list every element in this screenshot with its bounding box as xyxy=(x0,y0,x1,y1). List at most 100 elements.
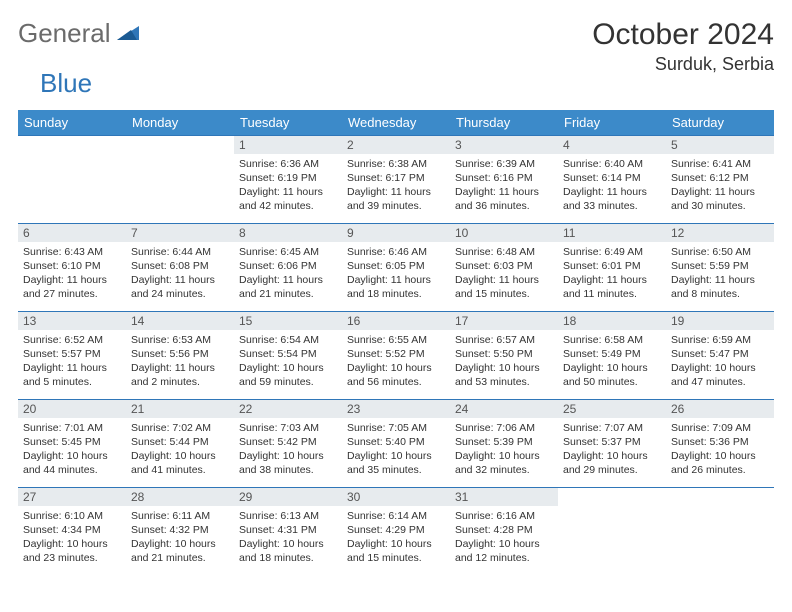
sunset-line: Sunset: 5:39 PM xyxy=(455,435,553,449)
day-details: Sunrise: 6:45 AMSunset: 6:06 PMDaylight:… xyxy=(234,242,342,306)
calendar-cell: 30Sunrise: 6:14 AMSunset: 4:29 PMDayligh… xyxy=(342,487,450,575)
day-number: 21 xyxy=(126,400,234,418)
sunrise-line: Sunrise: 6:40 AM xyxy=(563,157,661,171)
calendar-cell: 22Sunrise: 7:03 AMSunset: 5:42 PMDayligh… xyxy=(234,399,342,487)
day-details: Sunrise: 6:13 AMSunset: 4:31 PMDaylight:… xyxy=(234,506,342,570)
day-details: Sunrise: 7:03 AMSunset: 5:42 PMDaylight:… xyxy=(234,418,342,482)
day-number: 7 xyxy=(126,224,234,242)
calendar-cell: 18Sunrise: 6:58 AMSunset: 5:49 PMDayligh… xyxy=(558,311,666,399)
day-number: 26 xyxy=(666,400,774,418)
sunset-line: Sunset: 5:47 PM xyxy=(671,347,769,361)
calendar-cell: 2Sunrise: 6:38 AMSunset: 6:17 PMDaylight… xyxy=(342,135,450,223)
day-number: 15 xyxy=(234,312,342,330)
daylight-line: Daylight: 10 hours and 21 minutes. xyxy=(131,537,229,565)
calendar-cell: 3Sunrise: 6:39 AMSunset: 6:16 PMDaylight… xyxy=(450,135,558,223)
sunrise-line: Sunrise: 7:07 AM xyxy=(563,421,661,435)
calendar-cell: 24Sunrise: 7:06 AMSunset: 5:39 PMDayligh… xyxy=(450,399,558,487)
day-details: Sunrise: 6:14 AMSunset: 4:29 PMDaylight:… xyxy=(342,506,450,570)
daylight-line: Daylight: 10 hours and 56 minutes. xyxy=(347,361,445,389)
calendar-cell: 13Sunrise: 6:52 AMSunset: 5:57 PMDayligh… xyxy=(18,311,126,399)
day-details: Sunrise: 6:54 AMSunset: 5:54 PMDaylight:… xyxy=(234,330,342,394)
calendar-cell: 5Sunrise: 6:41 AMSunset: 6:12 PMDaylight… xyxy=(666,135,774,223)
sunset-line: Sunset: 6:08 PM xyxy=(131,259,229,273)
sunset-line: Sunset: 4:28 PM xyxy=(455,523,553,537)
calendar-table: Sunday Monday Tuesday Wednesday Thursday… xyxy=(18,110,774,576)
sunrise-line: Sunrise: 6:13 AM xyxy=(239,509,337,523)
day-header: Sunday xyxy=(18,110,126,136)
sunset-line: Sunset: 6:16 PM xyxy=(455,171,553,185)
daylight-line: Daylight: 10 hours and 23 minutes. xyxy=(23,537,121,565)
sunset-line: Sunset: 5:56 PM xyxy=(131,347,229,361)
day-details: Sunrise: 7:09 AMSunset: 5:36 PMDaylight:… xyxy=(666,418,774,482)
day-header: Thursday xyxy=(450,110,558,136)
calendar-cell: 28Sunrise: 6:11 AMSunset: 4:32 PMDayligh… xyxy=(126,487,234,575)
calendar-cell: 21Sunrise: 7:02 AMSunset: 5:44 PMDayligh… xyxy=(126,399,234,487)
day-details: Sunrise: 6:44 AMSunset: 6:08 PMDaylight:… xyxy=(126,242,234,306)
calendar-cell: 6Sunrise: 6:43 AMSunset: 6:10 PMDaylight… xyxy=(18,223,126,311)
daylight-line: Daylight: 10 hours and 35 minutes. xyxy=(347,449,445,477)
calendar-week-row: 6Sunrise: 6:43 AMSunset: 6:10 PMDaylight… xyxy=(18,223,774,311)
sunset-line: Sunset: 6:17 PM xyxy=(347,171,445,185)
sunrise-line: Sunrise: 6:36 AM xyxy=(239,157,337,171)
calendar-cell: 23Sunrise: 7:05 AMSunset: 5:40 PMDayligh… xyxy=(342,399,450,487)
calendar-cell: 31Sunrise: 6:16 AMSunset: 4:28 PMDayligh… xyxy=(450,487,558,575)
day-header: Tuesday xyxy=(234,110,342,136)
day-details: Sunrise: 6:39 AMSunset: 6:16 PMDaylight:… xyxy=(450,154,558,218)
title-block: October 2024 Surduk, Serbia xyxy=(592,18,774,75)
day-details: Sunrise: 7:07 AMSunset: 5:37 PMDaylight:… xyxy=(558,418,666,482)
sunrise-line: Sunrise: 6:46 AM xyxy=(347,245,445,259)
day-details: Sunrise: 7:06 AMSunset: 5:39 PMDaylight:… xyxy=(450,418,558,482)
title-location: Surduk, Serbia xyxy=(592,54,774,75)
day-details: Sunrise: 6:52 AMSunset: 5:57 PMDaylight:… xyxy=(18,330,126,394)
day-number: 20 xyxy=(18,400,126,418)
daylight-line: Daylight: 10 hours and 18 minutes. xyxy=(239,537,337,565)
calendar-cell xyxy=(126,135,234,223)
day-header: Saturday xyxy=(666,110,774,136)
day-details: Sunrise: 6:46 AMSunset: 6:05 PMDaylight:… xyxy=(342,242,450,306)
calendar-cell: 15Sunrise: 6:54 AMSunset: 5:54 PMDayligh… xyxy=(234,311,342,399)
calendar-cell: 25Sunrise: 7:07 AMSunset: 5:37 PMDayligh… xyxy=(558,399,666,487)
sunrise-line: Sunrise: 6:10 AM xyxy=(23,509,121,523)
day-number: 29 xyxy=(234,488,342,506)
day-details: Sunrise: 6:40 AMSunset: 6:14 PMDaylight:… xyxy=(558,154,666,218)
calendar-cell xyxy=(666,487,774,575)
calendar-week-row: 27Sunrise: 6:10 AMSunset: 4:34 PMDayligh… xyxy=(18,487,774,575)
sunrise-line: Sunrise: 6:57 AM xyxy=(455,333,553,347)
sunset-line: Sunset: 5:54 PM xyxy=(239,347,337,361)
daylight-line: Daylight: 11 hours and 39 minutes. xyxy=(347,185,445,213)
sunrise-line: Sunrise: 7:01 AM xyxy=(23,421,121,435)
day-details: Sunrise: 6:41 AMSunset: 6:12 PMDaylight:… xyxy=(666,154,774,218)
day-number: 11 xyxy=(558,224,666,242)
sunrise-line: Sunrise: 6:45 AM xyxy=(239,245,337,259)
sunset-line: Sunset: 4:29 PM xyxy=(347,523,445,537)
daylight-line: Daylight: 11 hours and 11 minutes. xyxy=(563,273,661,301)
day-details: Sunrise: 6:10 AMSunset: 4:34 PMDaylight:… xyxy=(18,506,126,570)
calendar-cell: 14Sunrise: 6:53 AMSunset: 5:56 PMDayligh… xyxy=(126,311,234,399)
sunrise-line: Sunrise: 7:06 AM xyxy=(455,421,553,435)
sunrise-line: Sunrise: 6:39 AM xyxy=(455,157,553,171)
sunset-line: Sunset: 6:14 PM xyxy=(563,171,661,185)
day-details: Sunrise: 6:43 AMSunset: 6:10 PMDaylight:… xyxy=(18,242,126,306)
sunrise-line: Sunrise: 6:14 AM xyxy=(347,509,445,523)
sunrise-line: Sunrise: 6:16 AM xyxy=(455,509,553,523)
daylight-line: Daylight: 11 hours and 33 minutes. xyxy=(563,185,661,213)
day-header: Friday xyxy=(558,110,666,136)
day-number: 18 xyxy=(558,312,666,330)
day-number: 16 xyxy=(342,312,450,330)
calendar-cell: 17Sunrise: 6:57 AMSunset: 5:50 PMDayligh… xyxy=(450,311,558,399)
sunset-line: Sunset: 5:59 PM xyxy=(671,259,769,273)
sunrise-line: Sunrise: 6:59 AM xyxy=(671,333,769,347)
daylight-line: Daylight: 10 hours and 32 minutes. xyxy=(455,449,553,477)
daylight-line: Daylight: 10 hours and 12 minutes. xyxy=(455,537,553,565)
daylight-line: Daylight: 10 hours and 44 minutes. xyxy=(23,449,121,477)
day-number: 24 xyxy=(450,400,558,418)
sunrise-line: Sunrise: 6:49 AM xyxy=(563,245,661,259)
sunset-line: Sunset: 4:34 PM xyxy=(23,523,121,537)
sunrise-line: Sunrise: 6:11 AM xyxy=(131,509,229,523)
day-details: Sunrise: 6:11 AMSunset: 4:32 PMDaylight:… xyxy=(126,506,234,570)
sunrise-line: Sunrise: 7:03 AM xyxy=(239,421,337,435)
day-number: 6 xyxy=(18,224,126,242)
sunset-line: Sunset: 5:42 PM xyxy=(239,435,337,449)
sunset-line: Sunset: 6:03 PM xyxy=(455,259,553,273)
day-number: 3 xyxy=(450,136,558,154)
